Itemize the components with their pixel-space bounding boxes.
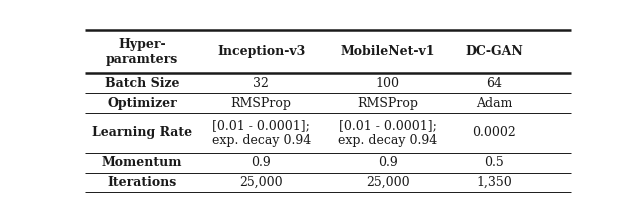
- Text: 100: 100: [376, 77, 399, 90]
- Text: 64: 64: [486, 77, 502, 90]
- Text: [0.01 - 0.0001];
exp. decay 0.94: [0.01 - 0.0001]; exp. decay 0.94: [338, 119, 437, 147]
- Text: RMSProp: RMSProp: [230, 97, 292, 110]
- Text: 0.9: 0.9: [378, 156, 397, 169]
- Text: DC-GAN: DC-GAN: [466, 45, 524, 58]
- Text: Optimizer: Optimizer: [107, 97, 177, 110]
- Text: 1,350: 1,350: [477, 176, 513, 189]
- Text: Hyper-
paramters: Hyper- paramters: [106, 38, 178, 66]
- Text: Adam: Adam: [476, 97, 513, 110]
- Text: RMSProp: RMSProp: [357, 97, 418, 110]
- Text: Learning Rate: Learning Rate: [92, 126, 192, 139]
- Text: Inception-v3: Inception-v3: [217, 45, 305, 58]
- Text: 25,000: 25,000: [365, 176, 410, 189]
- Text: 0.5: 0.5: [484, 156, 504, 169]
- Text: 32: 32: [253, 77, 269, 90]
- Text: Momentum: Momentum: [102, 156, 182, 169]
- Text: 0.0002: 0.0002: [472, 126, 516, 139]
- Text: [0.01 - 0.0001];
exp. decay 0.94: [0.01 - 0.0001]; exp. decay 0.94: [212, 119, 311, 147]
- Text: 0.9: 0.9: [252, 156, 271, 169]
- Text: Batch Size: Batch Size: [105, 77, 179, 90]
- Text: Iterations: Iterations: [108, 176, 177, 189]
- Text: 25,000: 25,000: [239, 176, 283, 189]
- Text: MobileNet-v1: MobileNet-v1: [340, 45, 435, 58]
